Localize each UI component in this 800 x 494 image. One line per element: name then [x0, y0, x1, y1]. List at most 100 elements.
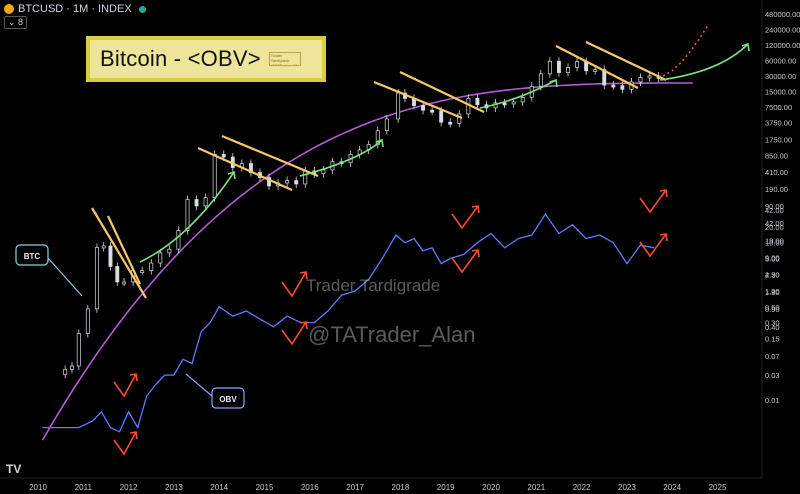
green-arrowhead: [375, 138, 384, 148]
btc-candle: [212, 154, 217, 199]
market-open-icon: [138, 5, 146, 13]
obv-tick-label: 20.00: [765, 223, 784, 232]
obv-tick-label: 42.00: [765, 206, 784, 215]
red-arrow: [281, 271, 307, 298]
title-box: Bitcoin - <OBV> Trader Tardigrade @TATra…: [86, 36, 326, 82]
trend-line: [221, 134, 319, 178]
time-tick-label: 2018: [392, 483, 410, 492]
btc-candle: [620, 85, 625, 90]
btc-candle: [176, 230, 181, 250]
btc-label-box: [15, 244, 49, 266]
btc-candle: [647, 75, 652, 79]
tradingview-logo-icon: TV: [6, 462, 22, 476]
symbol-label: BTCUSD · 1M · INDEX: [18, 3, 132, 15]
btc-candle: [556, 60, 561, 73]
trend-line: [91, 207, 147, 299]
btc-candle: [167, 248, 172, 254]
obv-tick-label: 0.60: [765, 303, 780, 312]
watermark-handle: @TATrader_Alan: [308, 322, 476, 347]
btc-candle: [70, 365, 74, 370]
red-arrowhead: [129, 373, 138, 382]
red-arrow: [281, 321, 307, 346]
badge-count: 8: [18, 17, 24, 27]
price-tick-label: 3750.00: [765, 119, 792, 128]
btc-candle: [203, 197, 208, 207]
trend-line: [373, 80, 463, 120]
btc-candle: [285, 180, 290, 184]
btc-candle: [185, 199, 190, 231]
price-tick-label: 1750.00: [765, 136, 792, 145]
btc-candle: [63, 369, 68, 375]
btc-candle: [303, 170, 308, 185]
btc-candle: [294, 180, 299, 185]
obv-tick-label: 5.00: [765, 255, 780, 264]
red-arrow: [451, 205, 479, 230]
price-tick-label: 0.90: [765, 305, 780, 314]
btc-projection-line: [662, 24, 710, 77]
btc-candle: [502, 102, 507, 106]
btc-candle: [547, 60, 552, 75]
obv-line: [42, 213, 655, 433]
btc-label: BTC: [24, 252, 41, 261]
btc-candle: [538, 73, 543, 87]
green-arrow: [659, 43, 749, 81]
symbol-header[interactable]: BTCUSD · 1M · INDEX: [4, 3, 146, 15]
red-arrowhead: [129, 431, 138, 440]
red-arrow: [113, 431, 137, 456]
green-arrow: [479, 79, 557, 109]
green-arrow: [139, 171, 235, 263]
price-tick-label: 410.00: [765, 168, 788, 177]
price-tick-label: 480000.00: [765, 10, 800, 19]
price-tick-label: 30000.00: [765, 72, 796, 81]
indicator-badge[interactable]: ⌄ 8: [4, 16, 28, 29]
btc-candle: [94, 247, 99, 310]
btc-candle: [566, 67, 570, 73]
price-tick-label: 90.00: [765, 202, 784, 211]
red-arrow: [639, 189, 667, 214]
trend-line: [585, 41, 667, 81]
btc-candle: [122, 281, 127, 285]
price-tick-label: 15000.00: [765, 88, 796, 97]
obv-label-pointer: [185, 373, 213, 397]
mini-watermark-label: Trader Tardigrade @TATrader_Alan: [268, 52, 301, 66]
btc-candle: [384, 118, 389, 132]
btc-candle: [108, 245, 113, 267]
time-tick-label: 2017: [346, 483, 364, 492]
time-tick-label: 2025: [709, 483, 727, 492]
btc-candle: [511, 101, 516, 105]
price-tick-label: 9.00: [765, 253, 780, 262]
red-arrowhead: [471, 205, 480, 214]
red-arrowhead: [299, 321, 308, 330]
obv-label-box: [211, 387, 245, 409]
btc-candle: [140, 270, 145, 273]
trend-line: [399, 71, 485, 113]
red-arrowhead: [659, 189, 668, 198]
btc-candle: [520, 97, 525, 103]
chart-title: Bitcoin - <OBV>: [100, 46, 261, 71]
btc-candle: [101, 245, 106, 249]
obv-tick-label: 0.03: [765, 371, 780, 380]
obv-tick-label: 0.07: [765, 352, 780, 361]
price-tick-label: 0.40: [765, 323, 780, 332]
time-tick-label: 2016: [301, 483, 319, 492]
price-tick-label: 1.90: [765, 288, 780, 297]
red-arrowhead: [299, 271, 308, 280]
price-tick-label: 7500.00: [765, 103, 792, 112]
trend-line: [197, 146, 293, 192]
btc-candle: [475, 98, 480, 106]
time-tick-label: 2020: [482, 483, 500, 492]
time-tick-label: 2022: [573, 483, 591, 492]
btc-candle: [638, 77, 643, 83]
time-tick-label: 2012: [120, 483, 138, 492]
time-tick-label: 2023: [618, 483, 636, 492]
time-tick-label: 2024: [663, 483, 681, 492]
red-arrow: [639, 233, 667, 258]
red-arrow: [451, 249, 479, 274]
btc-candle: [85, 308, 90, 334]
support-curve: [41, 82, 693, 441]
btc-candle: [430, 109, 435, 113]
price-tick-label: 4.20: [765, 270, 780, 279]
btc-candle: [448, 121, 453, 125]
time-tick-label: 2015: [256, 483, 274, 492]
